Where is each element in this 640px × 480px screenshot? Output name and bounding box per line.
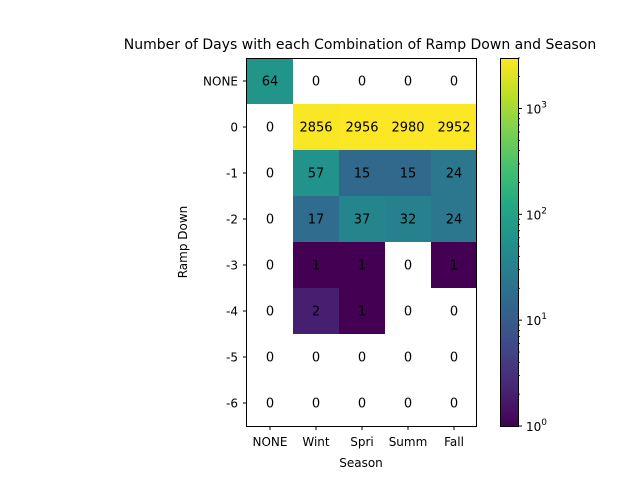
heatmap-cell bbox=[293, 196, 339, 242]
heatmap-cell bbox=[247, 58, 293, 104]
y-tick-label: -4 bbox=[226, 305, 238, 319]
heatmap-cell bbox=[339, 150, 385, 196]
cell-value-label: 15 bbox=[354, 167, 371, 182]
cell-value-label: 0 bbox=[266, 397, 274, 412]
chart-title: Number of Days with each Combination of … bbox=[124, 37, 597, 53]
cell-value-label: 2856 bbox=[299, 121, 332, 136]
cell-value-label: 0 bbox=[404, 75, 412, 90]
heatmap-cell bbox=[339, 104, 385, 150]
colorbar-tick-label: 102 bbox=[526, 206, 547, 222]
x-tick-label: Summ bbox=[389, 435, 428, 449]
y-tick-label: -5 bbox=[226, 351, 238, 365]
colorbar-tick-label: 103 bbox=[526, 100, 547, 116]
heatmap-cell bbox=[339, 242, 385, 288]
colorbar-frame bbox=[500, 58, 519, 427]
cell-value-label: 0 bbox=[450, 75, 458, 90]
cell-value-label: 1 bbox=[358, 259, 366, 274]
y-axis-label: Ramp Down bbox=[176, 206, 190, 279]
heatmap-cell bbox=[431, 150, 477, 196]
y-tick-label: -3 bbox=[226, 259, 238, 273]
heatmap-cell bbox=[293, 288, 339, 334]
x-tick-label: Wint bbox=[302, 435, 330, 449]
x-axis-label: Season bbox=[339, 456, 383, 470]
heatmap-cell bbox=[339, 196, 385, 242]
cell-value-label: 0 bbox=[266, 259, 274, 274]
cell-value-label: 2952 bbox=[437, 121, 470, 136]
heatmap-cell bbox=[293, 104, 339, 150]
heatmap-cells bbox=[247, 58, 477, 334]
heatmap-cell bbox=[431, 242, 477, 288]
cell-value-label: 0 bbox=[404, 397, 412, 412]
cell-value-label: 1 bbox=[450, 259, 458, 274]
cell-value-label: 0 bbox=[404, 305, 412, 320]
cell-value-label: 0 bbox=[404, 259, 412, 274]
heatmap-cell bbox=[339, 288, 385, 334]
cell-value-label: 24 bbox=[446, 213, 463, 228]
cell-value-label: 0 bbox=[358, 397, 366, 412]
cell-value-label: 2956 bbox=[345, 121, 378, 136]
colorbar-ticks: 100 101 102 103 bbox=[518, 57, 547, 434]
y-tick-label: -2 bbox=[226, 213, 238, 227]
cell-value-label: 17 bbox=[308, 213, 325, 228]
heatmap-cell bbox=[293, 150, 339, 196]
colorbar-tick-label: 101 bbox=[526, 312, 547, 328]
cell-value-label: 0 bbox=[266, 305, 274, 320]
cell-value-label: 0 bbox=[358, 351, 366, 366]
cell-value-label: 0 bbox=[450, 305, 458, 320]
cell-value-label: 0 bbox=[312, 397, 320, 412]
cell-value-label: 57 bbox=[308, 167, 325, 182]
heatmap-cell bbox=[385, 196, 431, 242]
cell-value-label: 0 bbox=[450, 351, 458, 366]
cell-value-label: 0 bbox=[266, 351, 274, 366]
cell-value-label: 1 bbox=[312, 259, 320, 274]
y-axis-ticks: NONE 0 -1 -2 -3 -4 -5 -6 bbox=[203, 75, 247, 411]
cell-value-label: 2 bbox=[312, 305, 320, 320]
cell-value-label: 15 bbox=[400, 167, 417, 182]
x-axis-ticks: NONE Wint Spri Summ Fall bbox=[253, 426, 464, 449]
colorbar: 100 101 102 103 bbox=[500, 57, 547, 434]
cell-value-label: 0 bbox=[450, 397, 458, 412]
cell-value-label: 64 bbox=[262, 75, 279, 90]
heatmap-cell bbox=[431, 104, 477, 150]
cell-value-label: 37 bbox=[354, 213, 371, 228]
cell-value-label: 0 bbox=[266, 167, 274, 182]
y-tick-label: -1 bbox=[226, 167, 238, 181]
x-tick-label: NONE bbox=[253, 435, 288, 449]
cell-value-label: 0 bbox=[266, 121, 274, 136]
cell-value-label: 0 bbox=[358, 75, 366, 90]
y-tick-label: 0 bbox=[230, 121, 238, 135]
heatmap-cell bbox=[293, 242, 339, 288]
cell-value-label: 0 bbox=[404, 351, 412, 366]
heatmap-cell bbox=[385, 150, 431, 196]
cell-value-label: 32 bbox=[400, 213, 417, 228]
y-tick-label: -6 bbox=[226, 397, 238, 411]
colorbar-gradient bbox=[500, 58, 518, 426]
x-tick-label: Fall bbox=[444, 435, 464, 449]
y-tick-label: NONE bbox=[203, 75, 238, 89]
heatmap-cell bbox=[431, 196, 477, 242]
cell-value-label: 2980 bbox=[391, 121, 424, 136]
cell-value-label: 0 bbox=[266, 213, 274, 228]
colorbar-tick-label: 100 bbox=[526, 418, 547, 434]
cell-value-label: 0 bbox=[312, 75, 320, 90]
heatmap-cell bbox=[385, 104, 431, 150]
cell-value-label: 0 bbox=[312, 351, 320, 366]
x-tick-label: Spri bbox=[350, 435, 374, 449]
cell-labels: 64 0 0 0 0 0 2856 2956 2980 2952 0 57 15 15 24 0 17 37 32 2… bbox=[262, 75, 471, 412]
cell-value-label: 1 bbox=[358, 305, 366, 320]
cell-value-label: 24 bbox=[446, 167, 463, 182]
